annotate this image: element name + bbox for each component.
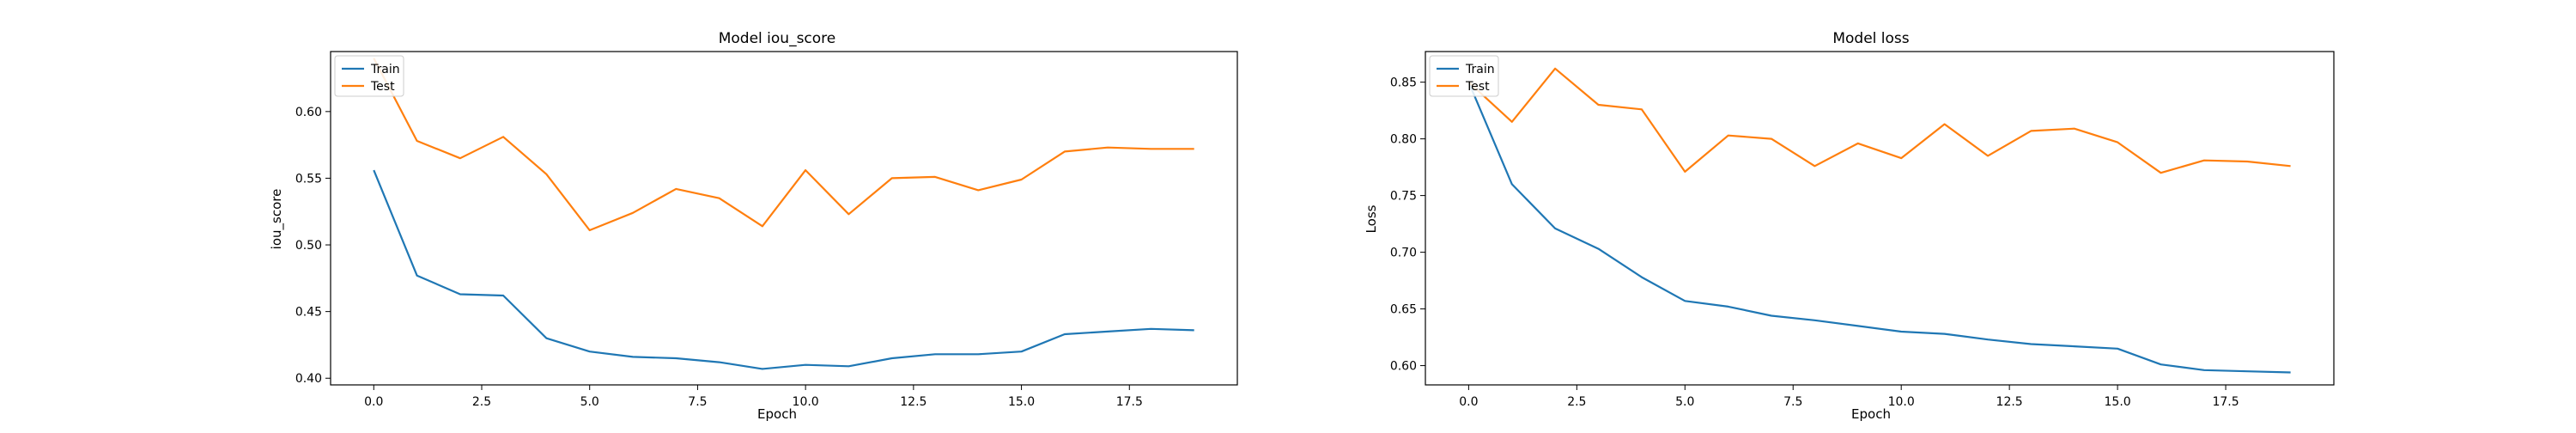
y-tick-label: 0.70 (1390, 247, 1417, 260)
y-tick-label: 0.80 (1390, 133, 1417, 147)
series-line-test (373, 58, 1194, 232)
x-tick-label: 2.5 (472, 395, 491, 409)
y-tick-label: 0.55 (295, 172, 322, 186)
x-tick-label: 0.0 (1459, 395, 1478, 409)
x-tick-label: 12.5 (900, 395, 927, 409)
y-tick-label: 0.75 (1390, 190, 1417, 204)
y-tick-label: 0.60 (1390, 360, 1417, 374)
y-tick-label: 0.40 (295, 372, 322, 386)
x-tick-label: 12.5 (1996, 395, 2023, 409)
x-tick-label: 2.5 (1567, 395, 1586, 409)
y-tick-label: 0.50 (295, 239, 322, 253)
series-line-test (1467, 67, 2291, 174)
x-tick-label: 10.0 (793, 395, 819, 409)
y-axis-label: Loss (1364, 204, 1379, 233)
legend: Train Test (334, 55, 404, 97)
plot-area: 0.0 2.5 5.0 7.5 10.0 12.5 15.0 17.5 0.40 0.45 0.50… (295, 51, 1238, 409)
x-tick-label: 10.0 (1888, 395, 1915, 409)
legend-label: Train (1465, 63, 1495, 76)
series-line-train (373, 169, 1194, 370)
x-tick-label: 5.0 (580, 395, 599, 409)
x-tick-label: 0.0 (364, 395, 383, 409)
axes-frame (1425, 51, 2335, 386)
y-tick-label: 0.85 (1390, 76, 1417, 90)
x-tick-label: 15.0 (1008, 395, 1035, 409)
legend-label: Test (1465, 80, 1490, 94)
x-tick-label: 7.5 (1783, 395, 1802, 409)
y-tick-label: 0.65 (1390, 303, 1417, 317)
chart-iou-score: Model iou_score Epoch iou_score 0.0 2.5 5.… (269, 30, 1238, 422)
y-axis-label: iou_score (269, 189, 285, 250)
x-axis-label: Epoch (757, 406, 797, 422)
x-tick-label: 15.0 (2105, 395, 2131, 409)
series-line-train (1467, 82, 2291, 374)
x-tick-label: 5.0 (1675, 395, 1694, 409)
plot-area: 0.0 2.5 5.0 7.5 10.0 12.5 15.0 17.5 0.60 0.65 0.70… (1390, 51, 2335, 409)
x-tick-label: 7.5 (688, 395, 707, 409)
legend-label: Test (370, 80, 395, 94)
legend-label: Train (370, 63, 400, 76)
x-tick-label: 17.5 (2212, 395, 2239, 409)
y-tick-label: 0.60 (295, 106, 322, 119)
chart-title: Model iou_score (719, 30, 836, 47)
legend: Train Test (1429, 55, 1499, 97)
x-axis-label: Epoch (1851, 406, 1891, 422)
axes-frame (330, 51, 1238, 386)
y-tick-label: 0.45 (295, 306, 322, 320)
x-tick-label: 17.5 (1116, 395, 1143, 409)
chart-loss: Model loss Epoch Loss 0.0 2.5 5.0 7.5 10.0 12… (1364, 30, 2335, 422)
chart-title: Model loss (1832, 30, 1909, 47)
